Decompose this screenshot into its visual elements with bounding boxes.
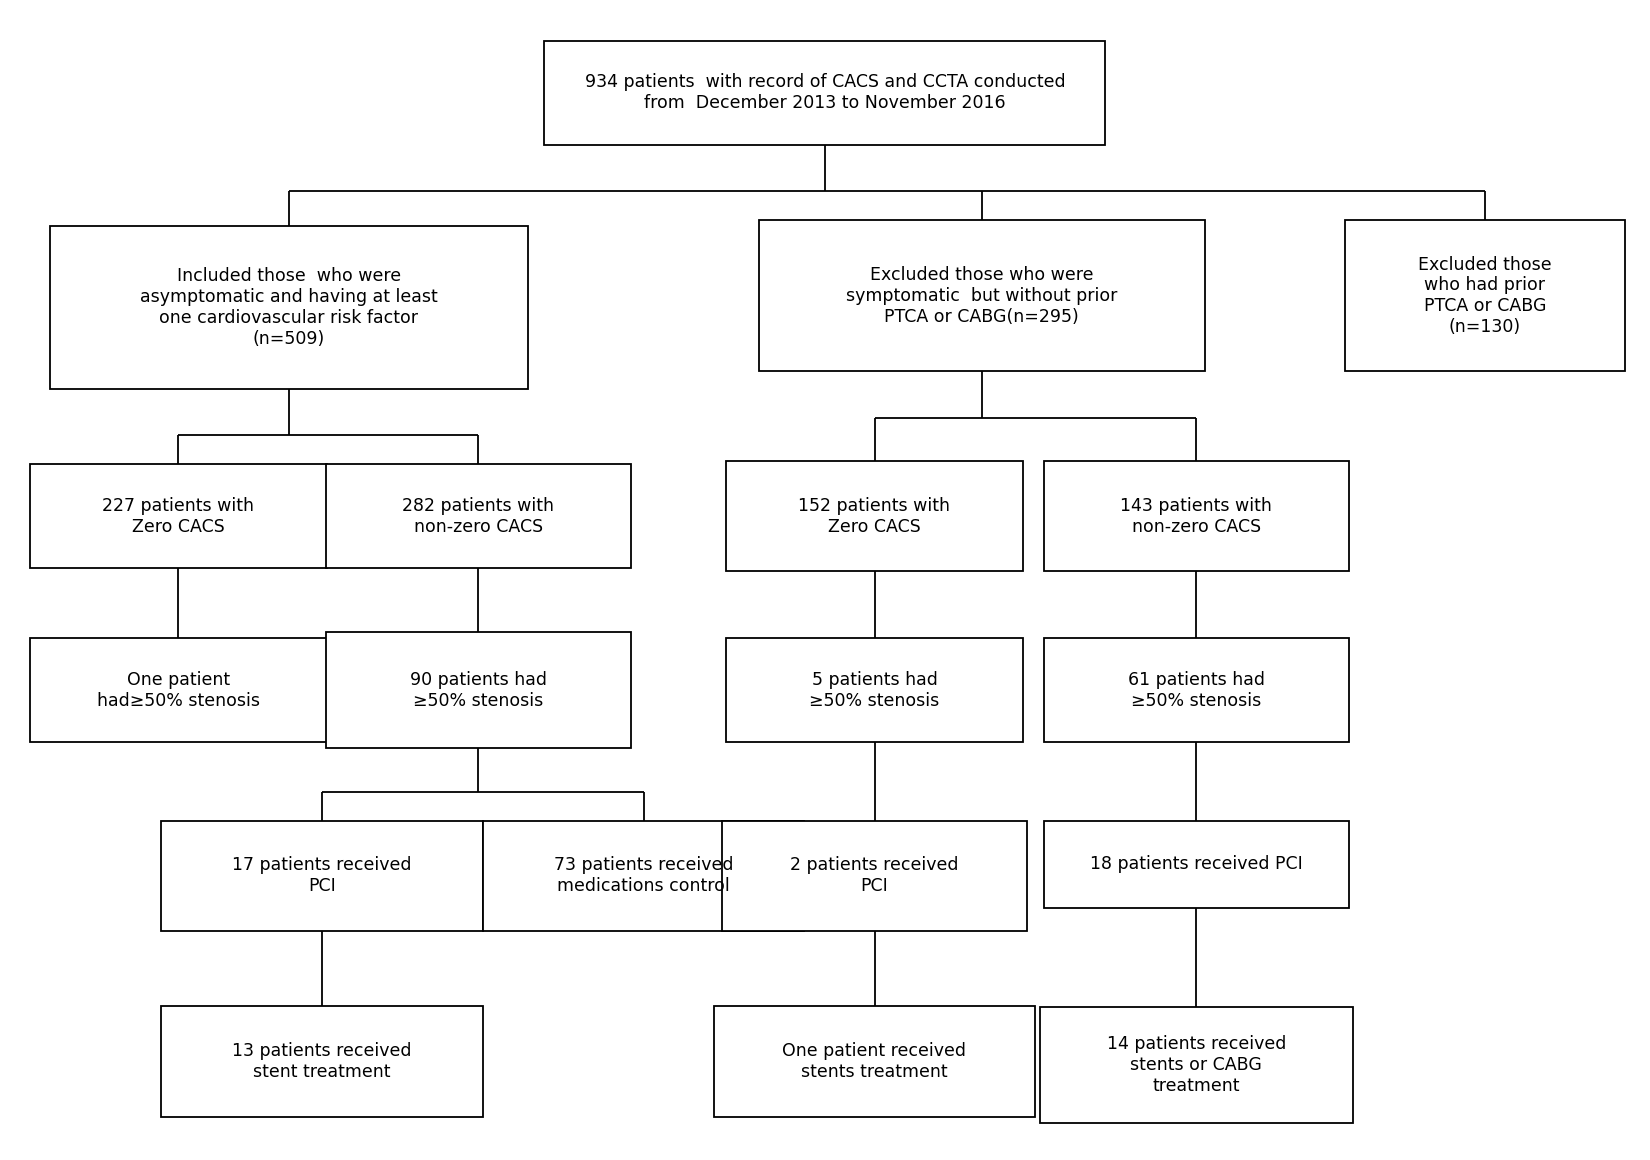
FancyBboxPatch shape — [30, 464, 327, 568]
Text: 282 patients with
non-zero CACS: 282 patients with non-zero CACS — [403, 496, 554, 536]
FancyBboxPatch shape — [1040, 1007, 1353, 1123]
FancyBboxPatch shape — [1043, 638, 1348, 742]
FancyBboxPatch shape — [726, 638, 1023, 742]
FancyBboxPatch shape — [482, 821, 805, 930]
Text: 5 patients had
≥50% stenosis: 5 patients had ≥50% stenosis — [810, 670, 939, 710]
FancyBboxPatch shape — [162, 1006, 482, 1116]
FancyBboxPatch shape — [726, 461, 1023, 571]
FancyBboxPatch shape — [162, 821, 482, 930]
FancyBboxPatch shape — [1043, 821, 1348, 907]
Text: Included those  who were
asymptomatic and having at least
one cardiovascular ris: Included those who were asymptomatic and… — [140, 267, 437, 348]
FancyBboxPatch shape — [30, 638, 327, 742]
Text: Excluded those
who had prior
PTCA or CABG
(n=130): Excluded those who had prior PTCA or CAB… — [1419, 255, 1551, 336]
Text: 934 patients  with record of CACS and CCTA conducted
from  December 2013 to Nove: 934 patients with record of CACS and CCT… — [584, 73, 1066, 113]
Text: 90 patients had
≥50% stenosis: 90 patients had ≥50% stenosis — [409, 670, 548, 710]
Text: 2 patients received
PCI: 2 patients received PCI — [790, 856, 959, 896]
Text: One patient received
stents treatment: One patient received stents treatment — [782, 1042, 967, 1081]
FancyBboxPatch shape — [50, 226, 528, 389]
Text: 13 patients received
stent treatment: 13 patients received stent treatment — [233, 1042, 411, 1081]
FancyBboxPatch shape — [723, 821, 1026, 930]
FancyBboxPatch shape — [759, 220, 1204, 371]
Text: 143 patients with
non-zero CACS: 143 patients with non-zero CACS — [1120, 496, 1272, 536]
Text: One patient
had≥50% stenosis: One patient had≥50% stenosis — [97, 670, 259, 710]
Text: 227 patients with
Zero CACS: 227 patients with Zero CACS — [102, 496, 254, 536]
FancyBboxPatch shape — [1345, 220, 1625, 371]
FancyBboxPatch shape — [544, 41, 1106, 145]
Text: 152 patients with
Zero CACS: 152 patients with Zero CACS — [799, 496, 950, 536]
Text: 17 patients received
PCI: 17 patients received PCI — [233, 856, 411, 896]
FancyBboxPatch shape — [1043, 461, 1348, 571]
Text: 18 patients received PCI: 18 patients received PCI — [1091, 855, 1302, 873]
Text: 61 patients had
≥50% stenosis: 61 patients had ≥50% stenosis — [1127, 670, 1266, 710]
FancyBboxPatch shape — [325, 632, 630, 748]
FancyBboxPatch shape — [713, 1006, 1036, 1116]
FancyBboxPatch shape — [325, 464, 630, 568]
Text: 73 patients received
medications control: 73 patients received medications control — [554, 856, 733, 896]
Text: Excluded those who were
symptomatic  but without prior
PTCA or CABG(n=295): Excluded those who were symptomatic but … — [846, 266, 1117, 326]
Text: 14 patients received
stents or CABG
treatment: 14 patients received stents or CABG trea… — [1107, 1035, 1285, 1095]
